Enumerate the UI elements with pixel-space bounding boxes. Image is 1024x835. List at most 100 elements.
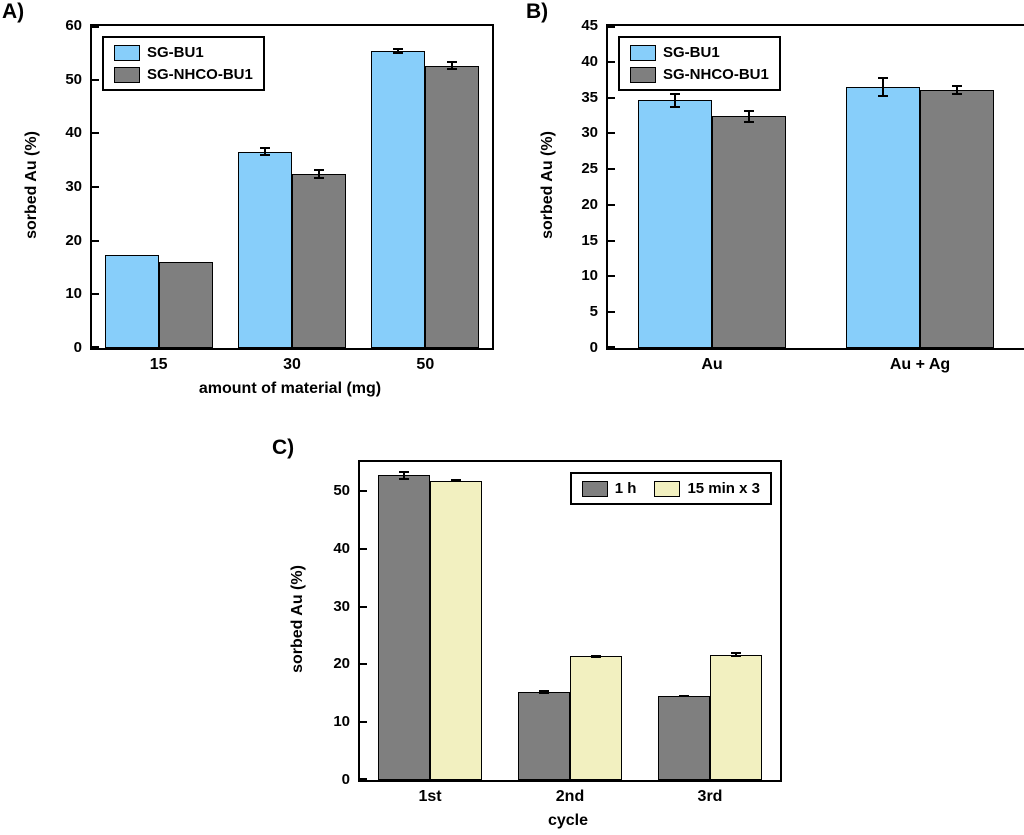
x-tick-label: 3rd [697,788,723,805]
legend-label: SG-BU1 [663,44,720,61]
legend-label: SG-BU1 [147,44,204,61]
error-bar-cap-top [591,654,601,657]
legend-item: SG-NHCO-BU1 [114,66,253,83]
x-tick-label: 1st [418,788,442,805]
bar [846,86,920,348]
legend-swatch [114,66,140,83]
legend-label: 15 min x 3 [687,480,760,497]
error-bar-cap-top [447,61,458,64]
bar [518,692,570,780]
plot-area: 0 5 10 15 20 25 30 35 40 45 Au Au + Ag SG-BU1 SG-NHCO… [581,17,1024,373]
error-bar-line [318,169,320,179]
legend-swatch [630,66,656,83]
y-tick-label: 45 [581,17,598,34]
y-tick-label: 30 [333,597,350,615]
plot-area: 0 10 20 30 40 50 60 15 30 50 SG-BU1 SG-NHCO-BU1 [65,17,494,373]
y-tick-label: 10 [581,267,598,285]
y-tick-label: 40 [581,52,598,70]
error-bar-cap-bottom [591,656,601,658]
y-axis-tick [360,721,367,724]
legend: 1 h 15 min x 3 [569,472,772,505]
y-axis-title: sorbed Au (%) [539,131,556,239]
y-tick-label: 25 [581,160,598,178]
x-tick-label: 2nd [555,788,585,805]
legend-label: 1 h [614,480,637,497]
bar [292,174,346,348]
error-bar-cap-bottom [399,477,409,480]
y-axis-tick [608,96,615,99]
panel-c-label: C) [272,436,295,459]
error-bar-cap-bottom [451,480,461,483]
legend-label: SG-NHCO-BU1 [147,66,253,83]
error-bar-cap-top [314,169,324,172]
bar [570,656,622,780]
error-bar-cap-top [399,470,409,473]
y-tick-label: 20 [65,231,82,249]
error-bar-cap-top [744,109,754,112]
y-axis-tick [92,78,99,81]
y-axis-tick [360,778,367,780]
legend-item: SG-NHCO-BU1 [630,66,769,83]
y-axis-tick [92,346,99,348]
error-bar-line [264,147,266,156]
bar [638,100,712,348]
error-bar-cap-top [731,651,741,654]
y-axis-tick [360,489,367,492]
error-bar-cap-top [952,85,962,88]
legend-item: SG-BU1 [114,44,253,61]
plot-area: 0 10 20 30 40 50 1st 2nd 3rd 1 h 15 min x 3 [333,460,782,805]
error-bar [878,76,888,97]
y-axis-tick [608,346,615,348]
bar [378,475,430,780]
y-tick-label: 50 [65,70,82,88]
error-bar [451,478,461,483]
x-tick-label: Au [701,356,723,373]
bar [710,654,762,780]
error-bar-line [956,85,958,96]
error-bar [744,109,754,123]
error-bar [952,85,962,96]
panel-b-label: B) [526,0,549,23]
legend: SG-BU1 SG-NHCO-BU1 [618,36,781,91]
error-bar-line [451,61,454,70]
error-bar-line [748,109,750,123]
error-bar-cap-bottom [878,94,888,97]
x-axis-title: amount of material (mg) [198,380,382,397]
error-bar-cap-top [451,478,461,481]
error-bar-line [674,93,676,108]
bar [425,65,480,348]
error-bar-cap-bottom [731,655,741,658]
y-axis-tick [360,605,367,608]
error-bar-line [403,470,405,480]
error-bar-cap-bottom [447,67,458,70]
panel-c: C) sorbed Au (%) 0 10 20 30 40 50 1st 2nd 3rd 1 h… [250,430,782,835]
error-bar-cap-bottom [314,176,324,179]
error-bar-cap-bottom [539,691,549,694]
legend-label: SG-NHCO-BU1 [663,66,769,83]
legend-swatch [654,480,681,497]
error-bar [679,695,689,698]
error-bar-cap-top [670,93,680,96]
y-tick-label: 30 [65,178,82,195]
y-axis-tick [92,239,99,242]
error-bar-cap-top [878,76,888,79]
bar [104,255,159,348]
error-bar [447,61,458,70]
y-axis-tick [608,132,615,135]
y-tick-label: 0 [73,339,82,356]
y-tick-label: 35 [581,88,598,106]
y-axis-tick [608,26,615,28]
error-bar-cap-bottom [670,105,680,108]
error-bar [314,169,324,179]
y-tick-label: 40 [333,539,350,557]
error-bar [731,651,741,658]
error-bar [670,93,680,108]
legend-item: 15 min x 3 [654,480,760,497]
panel-a: A) sorbed Au (%) 0 10 20 30 40 50 60 15 30 50 SG-B… [2,0,512,420]
y-tick-label: 50 [333,481,350,499]
error-bar-cap-top [393,48,404,50]
x-tick-label: 30 [283,356,301,373]
panel-b: B) sorbed Au (%) 0 5 10 15 20 25 30 35 40 45 Au Au … [526,0,1024,420]
legend-swatch [114,44,140,61]
